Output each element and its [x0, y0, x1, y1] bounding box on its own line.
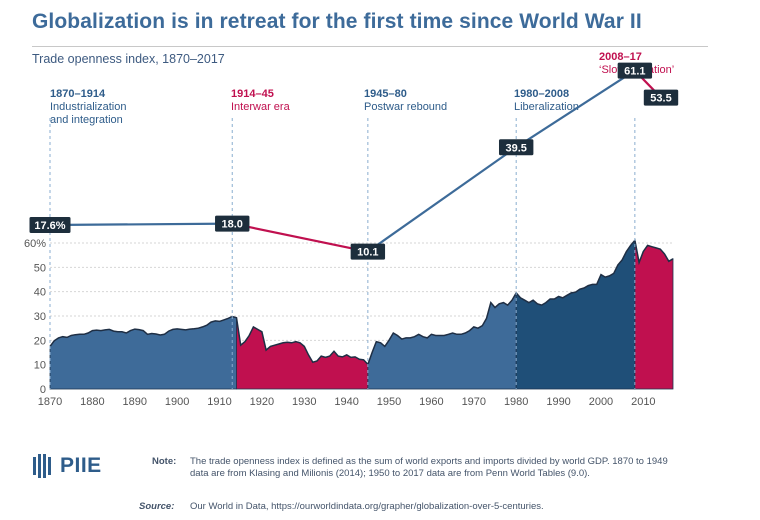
index-marker-label: 53.5	[650, 93, 671, 105]
era-years-label: 1980–2008	[514, 88, 569, 100]
x-tick-label: 1920	[250, 396, 274, 408]
y-tick-label: 10	[34, 360, 46, 372]
chart-subtitle: Trade openness index, 1870–2017	[32, 52, 225, 66]
x-tick-label: 1890	[123, 396, 147, 408]
era-years-label: 1914–45	[231, 88, 274, 100]
x-tick-label: 1930	[292, 396, 316, 408]
source-text: Our World in Data, https://ourworldindat…	[190, 501, 544, 512]
index-marker-label: 39.5	[505, 142, 526, 154]
y-tick-label: 60%	[24, 238, 46, 250]
y-tick-label: 40	[34, 287, 46, 299]
area-segment-1870-1914	[49, 316, 237, 390]
piie-logo-icon	[33, 454, 51, 478]
x-tick-label: 2000	[589, 396, 613, 408]
y-tick-label: 20	[34, 335, 46, 347]
note-label: Note:	[152, 456, 177, 467]
index-marker-box	[643, 89, 679, 106]
x-tick-label: 1950	[377, 396, 401, 408]
x-tick-label: 1960	[419, 396, 443, 408]
index-marker-box	[215, 215, 250, 232]
x-tick-label: 1870	[38, 396, 62, 408]
x-tick-label: 1910	[207, 396, 231, 408]
era-name-label: Interwar era	[231, 101, 291, 113]
era-name-label: Industrialization	[50, 101, 126, 113]
index-line-segment	[49, 222, 233, 227]
index-line-segment	[367, 146, 517, 253]
index-marker-label: 18.0	[222, 219, 243, 231]
index-line-segment	[232, 222, 369, 253]
x-tick-label: 1940	[334, 396, 358, 408]
x-tick-label: 1980	[504, 396, 528, 408]
piie-logo-text: PIIE	[60, 454, 102, 477]
index-marker-label: 10.1	[357, 247, 378, 259]
era-years-label: 1945–80	[364, 88, 407, 100]
index-marker-box	[350, 243, 386, 260]
y-tick-label: 30	[34, 311, 46, 323]
piie-logo: PIIE	[32, 453, 102, 479]
index-marker-label: 61.1	[624, 66, 645, 78]
y-tick-label: 0	[40, 384, 46, 396]
index-marker-box	[498, 139, 534, 156]
era-name-label: Postwar rebound	[364, 101, 447, 113]
era-name-label: and integration	[50, 114, 123, 126]
index-line-segment	[515, 69, 636, 149]
area-segment-1980-2008	[515, 239, 636, 390]
x-tick-label: 1900	[165, 396, 189, 408]
x-tick-label: 1970	[462, 396, 486, 408]
era-years-label: 2008–17	[599, 51, 642, 63]
chart-title: Globalization is in retreat for the firs…	[32, 10, 642, 33]
era-years-label: 1870–1914	[50, 88, 106, 100]
trade-openness-chart: 0 10 20 30 40 50 60% 1870 1880 1890 1900 1910 1920 19…	[24, 51, 679, 408]
title-divider	[32, 46, 708, 47]
area-segment-2008-2017	[634, 240, 674, 390]
x-tick-label: 1990	[546, 396, 570, 408]
index-marker-label: 17.6%	[34, 220, 65, 232]
series-outline	[49, 238, 674, 366]
x-tick-label: 1880	[80, 396, 104, 408]
era-name-label: Liberalization	[514, 101, 579, 113]
index-marker-box	[29, 217, 71, 234]
x-tick-label: 2010	[631, 396, 655, 408]
note-text: The trade openness index is defined as t…	[190, 456, 668, 479]
source-label: Source:	[139, 501, 175, 512]
y-tick-label: 50	[34, 262, 46, 274]
index-marker-box	[617, 62, 653, 79]
